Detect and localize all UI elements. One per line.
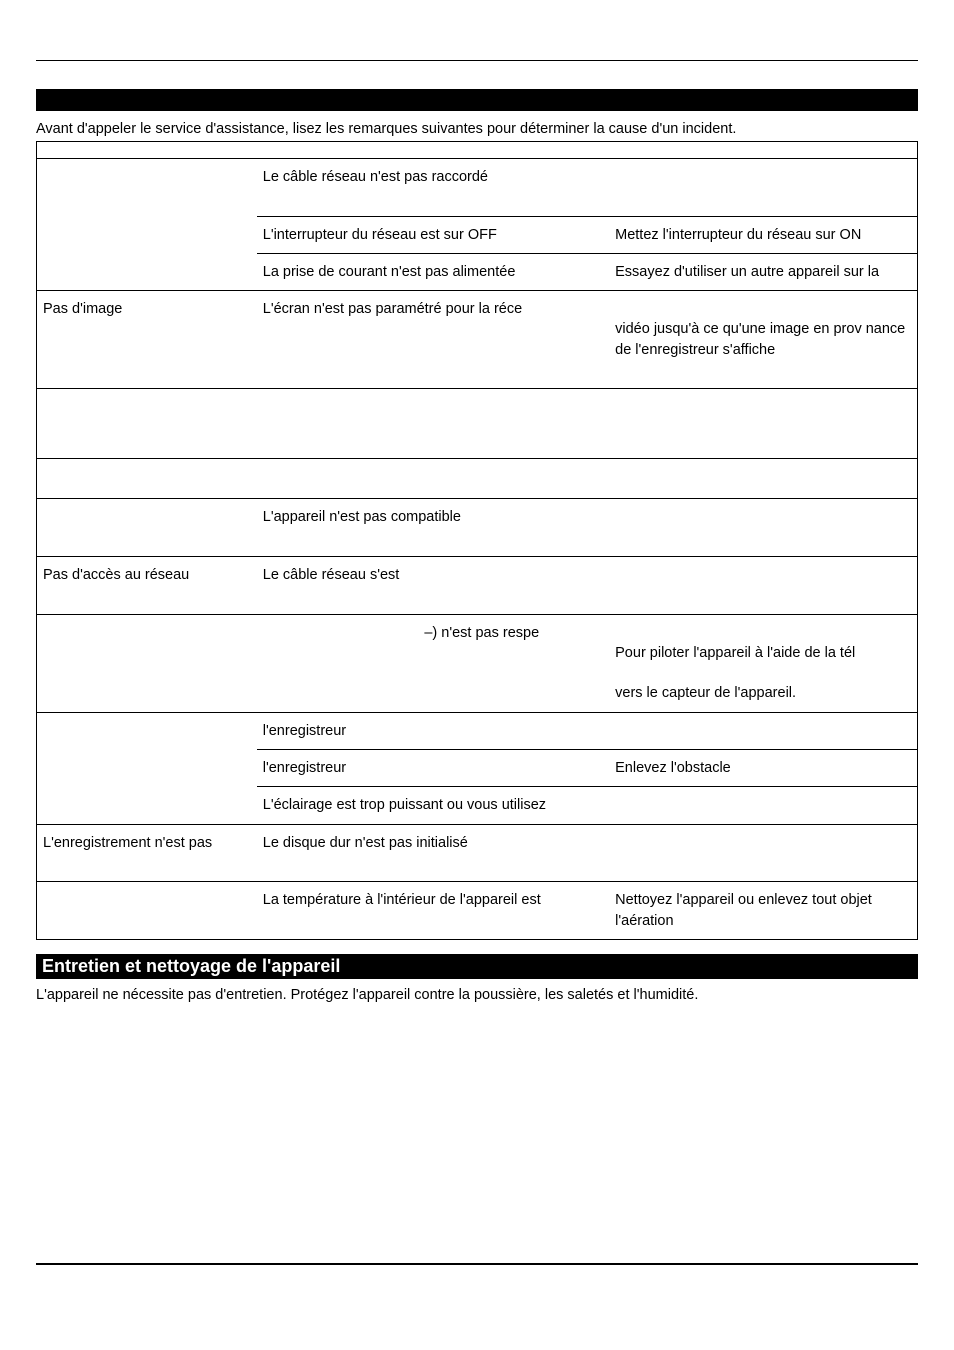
cell [609,142,917,159]
cell-text: Le disque dur n'est pas initialisé [263,835,468,851]
cell [37,712,257,824]
troubleshooting-table: Le câble réseau n'est pas raccordé L'int… [36,141,918,940]
cell: L'enregistrement n'est pas [37,824,257,882]
body-text: L'appareil ne nécessite pas d'entretien.… [36,987,918,1003]
table-row: Pas d'image L'écran n'est pas paramétré … [37,291,918,389]
top-rule [36,60,918,61]
cell: Pas d'image [37,291,257,389]
table-row: L'enregistrement n'est pas Le disque dur… [37,824,918,882]
intro-text: Avant d'appeler le service d'assistance,… [36,121,918,137]
cell [37,159,257,291]
table-row [37,142,918,159]
cell: L'éclairage est trop puissant ou vous ut… [257,787,609,824]
cell [609,712,917,749]
section-header: Entretien et nettoyage de l'appareil [36,954,918,979]
cell [609,556,917,614]
table-row: L'appareil n'est pas compatible [37,499,918,557]
cell [609,787,917,824]
cell-text: Le câble réseau s'est [263,567,400,583]
cell: L'appareil n'est pas compatible [257,499,609,557]
cell [37,142,257,159]
cell: L'interrupteur du réseau est sur OFF [257,216,609,253]
cell: Pas d'accès au réseau [37,556,257,614]
cell [609,824,917,882]
table-row: Le câble réseau n'est pas raccordé [37,159,918,217]
cell: Pour piloter l'appareil à l'aide de la t… [609,614,917,712]
table-row [37,459,918,499]
cell: Essayez d'utiliser un autre appareil sur… [609,253,917,290]
cell: L'écran n'est pas paramétré pour la réce [257,291,609,389]
cell-text: vers le capteur de l'appareil. [615,685,796,701]
bottom-rule [36,1263,918,1265]
cell [257,142,609,159]
cell [37,614,257,712]
cell: Nettoyez l'appareil ou enlevez tout obje… [609,882,917,940]
black-bar [36,89,918,111]
cell [257,389,609,459]
cell: La prise de courant n'est pas alimentée [257,253,609,290]
cell [609,459,917,499]
cell [609,389,917,459]
cell-text: vidéo jusqu'à ce qu'une image en prov na… [615,321,905,357]
cell: –) n'est pas respe [257,614,609,712]
table-row: Pas d'accès au réseau Le câble réseau s'… [37,556,918,614]
table-row [37,389,918,459]
table-row: l'enregistreur [37,712,918,749]
cell [37,389,257,459]
table-row: –) n'est pas respe Pour piloter l'appare… [37,614,918,712]
cell-text: Le câble réseau n'est pas raccordé [263,169,488,185]
cell: Le câble réseau s'est [257,556,609,614]
cell: Le câble réseau n'est pas raccordé [257,159,609,217]
cell-text: Pour piloter l'appareil à l'aide de la t… [615,645,855,661]
cell [257,459,609,499]
cell-text: L'appareil n'est pas compatible [263,509,461,525]
cell: Le disque dur n'est pas initialisé [257,824,609,882]
cell: Mettez l'interrupteur du réseau sur ON [609,216,917,253]
cell [609,499,917,557]
cell: l'enregistreur [257,750,609,787]
cell [37,882,257,940]
cell: La température à l'intérieur de l'appare… [257,882,609,940]
cell [37,459,257,499]
cell [37,499,257,557]
cell: vidéo jusqu'à ce qu'une image en prov na… [609,291,917,389]
cell [609,159,917,217]
cell: Enlevez l'obstacle [609,750,917,787]
table-row: La température à l'intérieur de l'appare… [37,882,918,940]
cell: l'enregistreur [257,712,609,749]
